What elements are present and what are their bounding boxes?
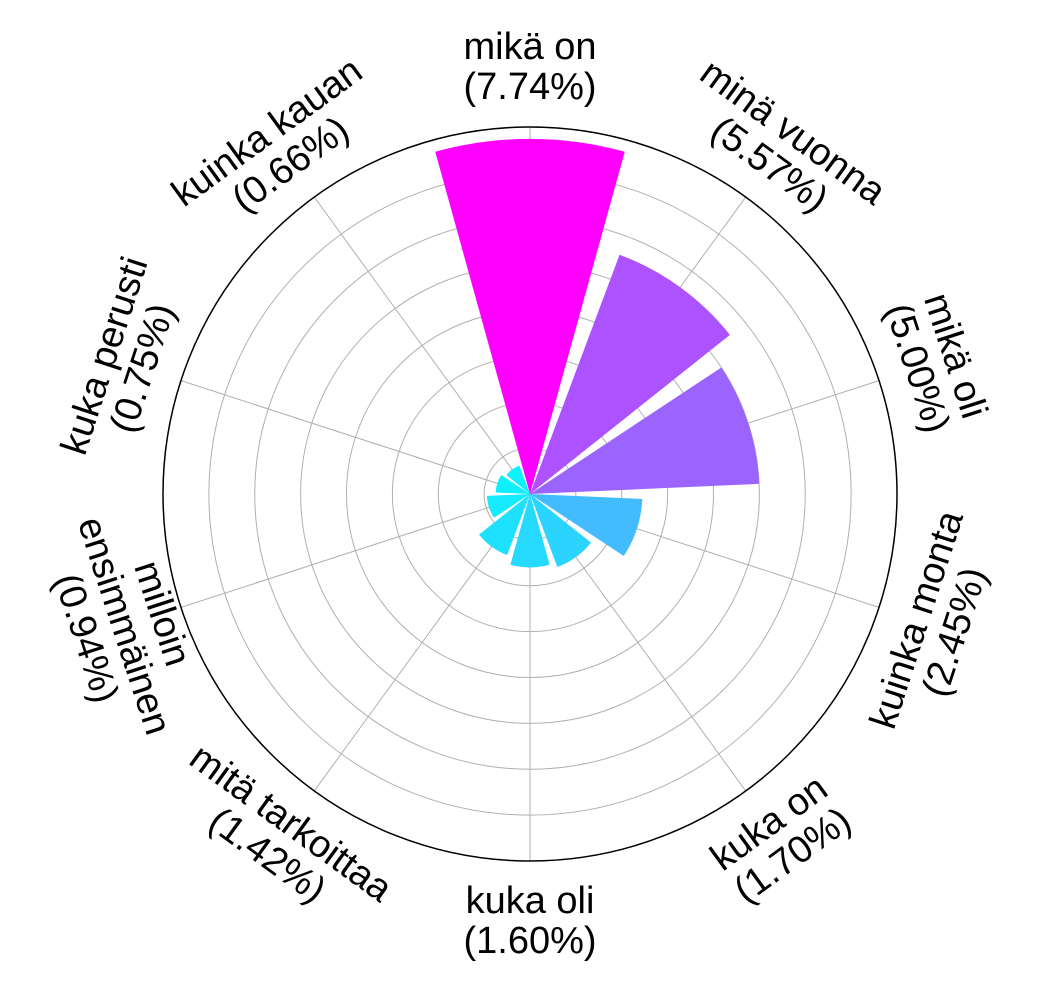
bar-wedge	[530, 254, 730, 494]
category-label: kuinka kauan(0.66%)	[164, 50, 370, 221]
polar-frame	[162, 126, 898, 862]
bar-wedge	[506, 465, 530, 494]
category-label-line: kuka oli	[466, 880, 595, 922]
category-label: mikä oli(5.00%)	[877, 288, 995, 438]
bar-wedge	[479, 494, 530, 556]
bar-wedge	[530, 494, 643, 557]
category-label-line: (1.60%)	[463, 920, 596, 962]
category-label-line: (7.74%)	[463, 66, 596, 108]
category-label-line: mikä on	[463, 26, 596, 68]
grid-spoke	[313, 196, 531, 495]
bars-layer	[435, 138, 760, 568]
bar-wedge	[510, 494, 550, 568]
bar-wedge	[530, 494, 592, 568]
grid-spoke	[180, 380, 531, 495]
category-label: mikä on(7.74%)	[463, 26, 596, 108]
bar-wedge	[486, 494, 530, 518]
bar-wedge	[495, 475, 530, 494]
category-label: kuka on(1.70%)	[703, 767, 859, 912]
grid-spoke	[180, 493, 531, 608]
category-label: kuka oli(1.60%)	[463, 880, 596, 962]
bar-wedge	[530, 367, 760, 494]
category-label: kuinka monta(2.45%)	[862, 505, 995, 734]
category-label: minä vuonna(5.57%)	[692, 51, 893, 220]
bar-wedge	[435, 138, 625, 494]
category-label: kuka perusti(0.75%)	[53, 252, 183, 460]
category-label: mitä tarkoittaa(1.42%)	[182, 736, 400, 912]
